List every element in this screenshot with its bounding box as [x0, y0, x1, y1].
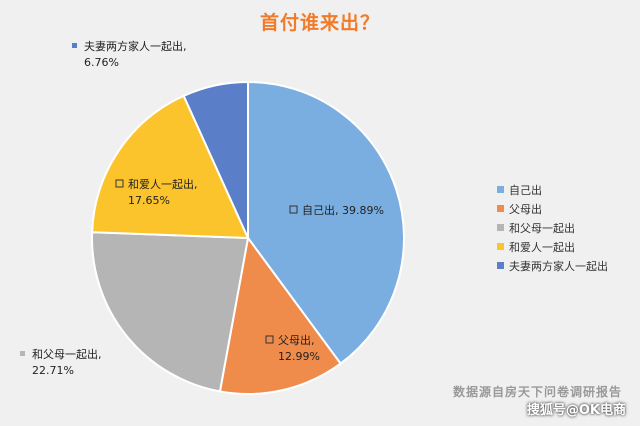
pie-slice-1 — [218, 235, 342, 395]
data-label-marker-4 — [72, 43, 77, 48]
pie-slice-4 — [182, 80, 249, 239]
watermark: 搜狐号@OK电商 — [526, 403, 626, 418]
data-label-marker-1 — [265, 335, 274, 344]
pie-data-labels: 自己出, 39.89% 父母出, 12.99% 和父母一起出, 22.71% 和爱人一起出… — [20, 39, 384, 377]
data-label-marker-0 — [289, 205, 298, 214]
legend-label-4: 夫妻两方家人一起出 — [509, 259, 608, 273]
data-label-value-2: 22.71% — [32, 364, 74, 377]
data-label-name-4: 夫妻两方家人一起出, — [84, 39, 187, 53]
data-label-name-0: 自己出, 39.89% — [302, 203, 384, 217]
chart-legend: 自己出 父母出 和父母一起出 和爱人一起出 夫妻两方家人一起出 — [497, 180, 617, 275]
legend-item-1: 父母出 — [497, 199, 617, 218]
pie-slice-2 — [91, 231, 250, 393]
legend-swatch-4 — [497, 262, 504, 269]
data-label-name-3: 和爱人一起出, — [128, 177, 198, 191]
legend-item-2: 和父母一起出 — [497, 218, 617, 237]
data-label-name-2: 和父母一起出, — [32, 347, 102, 361]
legend-swatch-2 — [497, 224, 504, 231]
data-label-value-1: 12.99% — [278, 350, 320, 363]
legend-item-0: 自己出 — [497, 180, 617, 199]
pie-slices — [91, 80, 405, 395]
data-label-value-4: 6.76% — [84, 56, 119, 69]
legend-swatch-3 — [497, 243, 504, 250]
legend-swatch-1 — [497, 205, 504, 212]
legend-label-1: 父母出 — [509, 202, 542, 216]
data-label-marker-3 — [115, 179, 124, 188]
legend-item-4: 夫妻两方家人一起出 — [497, 256, 617, 275]
data-label-marker-2 — [20, 351, 25, 356]
legend-label-0: 自己出 — [509, 183, 542, 197]
data-label-name-1: 父母出, — [278, 333, 315, 347]
legend-label-2: 和父母一起出 — [509, 221, 575, 235]
source-note: 数据源自房天下问卷调研报告 — [452, 385, 622, 399]
pie-slice-0 — [247, 80, 405, 365]
legend-item-3: 和爱人一起出 — [497, 237, 617, 256]
pie-slice-3 — [91, 94, 250, 240]
legend-label-3: 和爱人一起出 — [509, 240, 575, 254]
data-label-value-3: 17.65% — [128, 194, 170, 207]
legend-swatch-0 — [497, 186, 504, 193]
chart-title: 首付谁来出？ — [259, 12, 380, 34]
